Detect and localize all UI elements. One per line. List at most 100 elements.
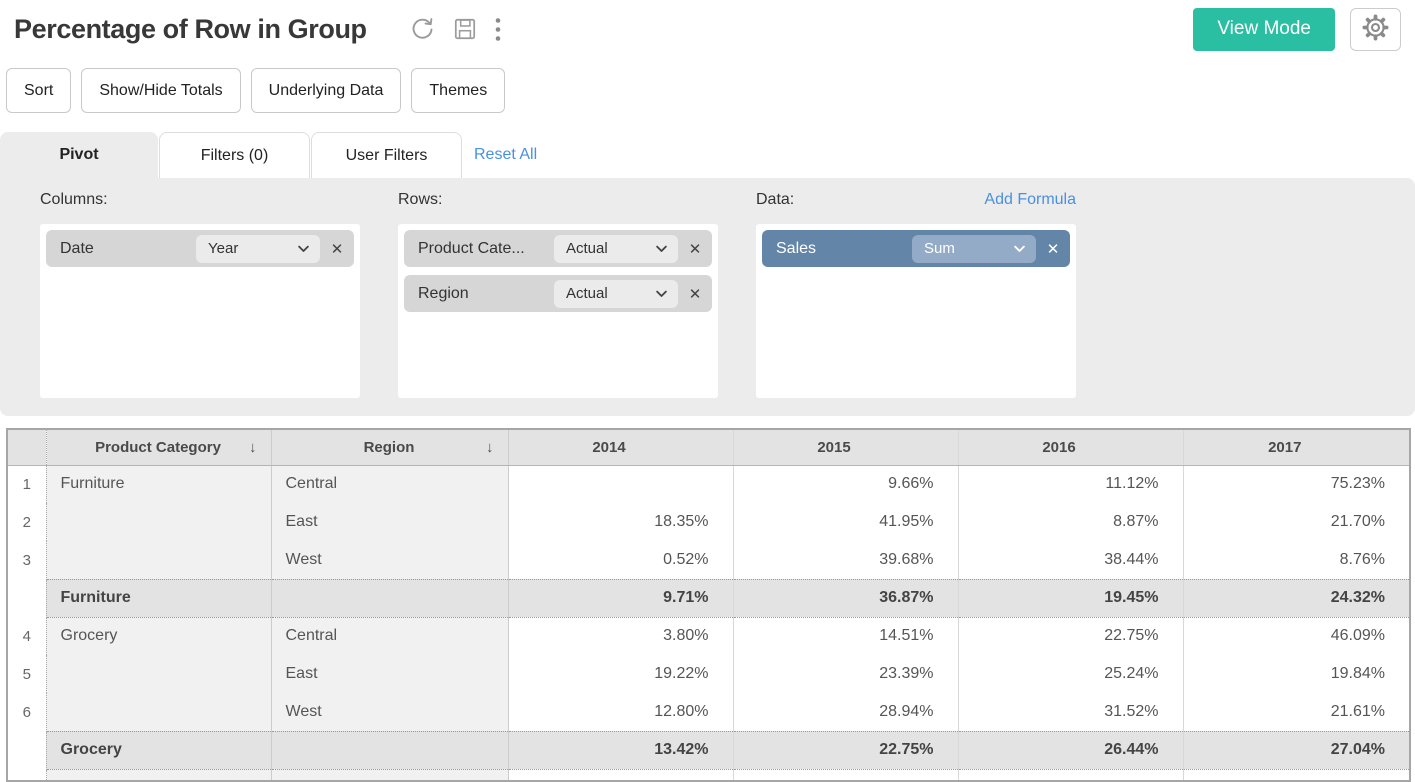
field-chip-product-cate[interactable]: Product Cate... Actual ✕	[404, 230, 712, 267]
chevron-down-icon	[1012, 241, 1027, 256]
column-header-label: Region	[363, 438, 415, 456]
field-chip-region[interactable]: Region Actual ✕	[404, 275, 712, 312]
columns-dropzone[interactable]: Date Year ✕	[40, 224, 360, 398]
column-header-2014[interactable]: 2014	[508, 429, 734, 466]
value-cell	[508, 465, 734, 503]
rows-label: Rows:	[398, 191, 443, 208]
value-cell: 23.39%	[733, 655, 959, 693]
add-formula-link[interactable]: Add Formula	[984, 191, 1076, 208]
toolbar-button-show-hide-totals[interactable]: Show/Hide Totals	[81, 68, 241, 113]
page-title: Percentage of Row in Group	[14, 13, 367, 44]
chevron-down-icon	[654, 286, 669, 301]
sort-descending-icon[interactable]: ↓	[249, 439, 257, 456]
tab-filters-0[interactable]: Filters (0)	[159, 132, 310, 178]
value-cell: 31.52%	[958, 693, 1184, 731]
row-number-cell: 2	[7, 503, 47, 541]
column-header-2015[interactable]: 2015	[733, 429, 959, 466]
pivot-table: Product Category ↓ Region ↓ 2014 2015 2016 2017…	[6, 428, 1411, 782]
region-cell	[271, 578, 509, 618]
toolbar-button-themes[interactable]: Themes	[411, 68, 506, 113]
column-header-label: 2015	[817, 438, 851, 456]
value-cell: 39.68%	[733, 541, 959, 579]
row-number-cell	[7, 579, 47, 617]
kebab-menu-icon[interactable]	[494, 16, 502, 43]
column-header-label: 2017	[1268, 438, 1302, 456]
remove-field-icon[interactable]: ✕	[1046, 240, 1060, 258]
remove-field-icon[interactable]: ✕	[688, 285, 702, 303]
rows-zone: Rows: Product Cate... Actual ✕ Region Actual…	[398, 189, 718, 416]
column-header-2016[interactable]: 2016	[958, 429, 1184, 466]
value-cell: 0.52%	[508, 541, 734, 579]
value-cell	[1183, 769, 1410, 781]
row-number-cell: 1	[7, 465, 47, 503]
row-number-cell	[7, 769, 47, 781]
column-header-label: 2016	[1042, 438, 1076, 456]
field-chip-label: Date	[60, 239, 94, 257]
view-mode-button[interactable]: View Mode	[1193, 7, 1335, 51]
value-cell: 13.42%	[508, 730, 734, 770]
product-category-cell	[46, 541, 272, 579]
value-cell: 19.45%	[958, 578, 1184, 618]
row-number-cell: 3	[7, 541, 47, 579]
table-row: 2 East 18.35% 41.95% 8.87% 21.70%	[7, 503, 1410, 541]
toolbar: Sort Show/Hide Totals Underlying Data Theme…	[6, 68, 1415, 113]
select-value: Actual	[566, 285, 608, 302]
refresh-icon[interactable]	[409, 16, 436, 43]
product-category-cell	[46, 769, 272, 781]
tab-user-filters[interactable]: User Filters	[311, 132, 462, 178]
select-value: Actual	[566, 240, 608, 257]
product-cate-aggregation-select[interactable]: Actual	[554, 234, 678, 263]
value-cell: 27.04%	[1183, 730, 1410, 770]
value-cell: 21.61%	[1183, 693, 1410, 731]
column-header-2017[interactable]: 2017	[1183, 429, 1410, 466]
region-cell	[271, 769, 509, 781]
value-cell: 46.09%	[1183, 617, 1410, 655]
chevron-down-icon	[296, 241, 311, 256]
save-icon[interactable]	[452, 16, 478, 42]
row-number-cell	[7, 731, 47, 769]
date-aggregation-select[interactable]: Year	[196, 234, 320, 263]
row-number-header[interactable]	[7, 429, 47, 466]
column-header-label: Product Category	[95, 438, 221, 456]
toolbar-button-sort[interactable]: Sort	[6, 68, 72, 113]
group-total-row: Furniture 9.71% 36.87% 19.45% 24.32%	[7, 578, 1410, 618]
pivot-panel: Columns: Date Year ✕ Rows: Product Cate...…	[0, 178, 1415, 416]
table-row: 6 West 12.80% 28.94% 31.52% 21.61%	[7, 693, 1410, 731]
product-category-cell: Furniture	[46, 578, 272, 618]
field-chip-date[interactable]: Date Year ✕	[46, 230, 354, 267]
value-cell: 36.87%	[733, 578, 959, 618]
toolbar-button-underlying-data[interactable]: Underlying Data	[250, 68, 402, 113]
column-header-product-category[interactable]: Product Category ↓	[46, 429, 272, 466]
value-cell: 9.66%	[733, 465, 959, 503]
data-dropzone[interactable]: Sales Sum ✕	[756, 224, 1076, 398]
field-chip-sales[interactable]: Sales Sum ✕	[762, 230, 1070, 267]
tab-pivot[interactable]: Pivot	[0, 132, 158, 178]
region-cell: East	[271, 655, 509, 693]
table-row	[7, 769, 1410, 781]
table-row: 5 East 19.22% 23.39% 25.24% 19.84%	[7, 655, 1410, 693]
sort-descending-icon[interactable]: ↓	[486, 439, 494, 456]
select-value: Sum	[924, 240, 955, 257]
region-aggregation-select[interactable]: Actual	[554, 279, 678, 308]
row-number-cell: 6	[7, 693, 47, 731]
remove-field-icon[interactable]: ✕	[688, 240, 702, 258]
value-cell: 26.44%	[958, 730, 1184, 770]
reset-all-link[interactable]: Reset All	[474, 146, 538, 163]
select-value: Year	[208, 240, 239, 257]
rows-dropzone[interactable]: Product Cate... Actual ✕ Region Actual ✕	[398, 224, 718, 398]
remove-field-icon[interactable]: ✕	[330, 240, 344, 258]
table-row: 1 Furniture Central 9.66% 11.12% 75.23%	[7, 465, 1410, 503]
product-category-cell	[46, 503, 272, 541]
tabs-list: Pivot Filters (0) User Filters	[0, 132, 462, 178]
sales-aggregation-select[interactable]: Sum	[912, 234, 1036, 263]
region-cell: West	[271, 541, 509, 579]
value-cell: 28.94%	[733, 693, 959, 731]
gear-icon	[1361, 13, 1390, 45]
value-cell: 25.24%	[958, 655, 1184, 693]
region-cell: East	[271, 503, 509, 541]
value-cell: 8.76%	[1183, 541, 1410, 579]
column-header-region[interactable]: Region ↓	[271, 429, 509, 466]
value-cell: 12.80%	[508, 693, 734, 731]
settings-button[interactable]	[1350, 7, 1401, 51]
chevron-down-icon	[654, 241, 669, 256]
